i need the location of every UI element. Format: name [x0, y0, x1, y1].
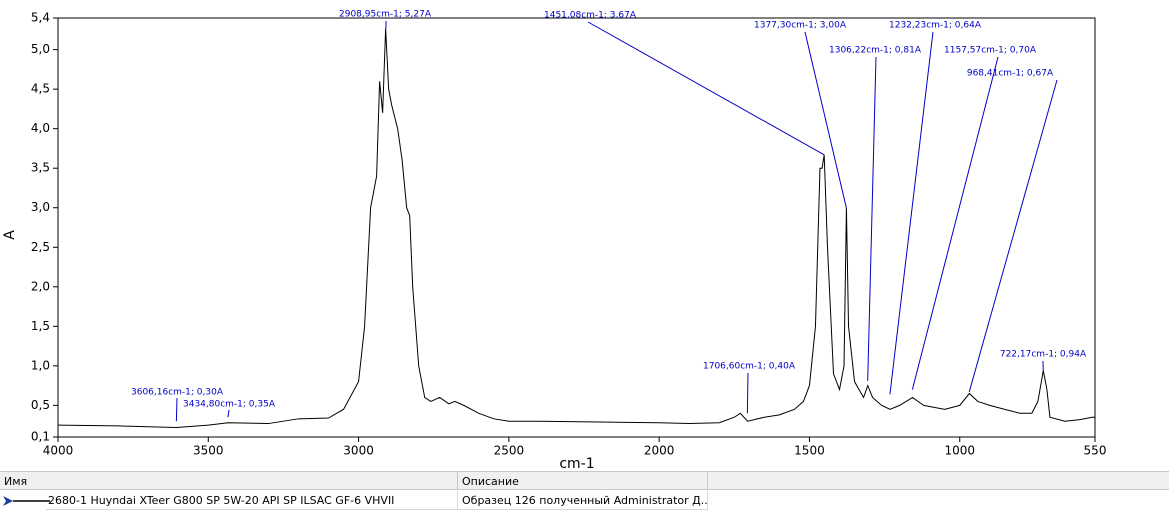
y-tick-label: 1,0	[31, 358, 50, 372]
peak-label: 1451,08cm-1; 3,67A	[544, 11, 637, 21]
y-tick-label: 3,0	[31, 200, 50, 214]
peak-leader	[175, 397, 178, 422]
peak-label: 1377,30cm-1; 3,00A	[754, 21, 847, 31]
y-tick-label: 0,5	[31, 398, 50, 412]
row-indicator	[3, 496, 50, 506]
y-tick-label: 2,5	[31, 240, 50, 254]
y-tick-label: 4,0	[31, 121, 50, 135]
y-tick-label: 3,5	[31, 161, 50, 175]
x-axis-label: cm-1	[559, 456, 594, 471]
y-tick-label: 2,0	[31, 279, 50, 293]
x-tick-label: 2000	[644, 444, 675, 458]
peak-label: 722,17cm-1; 0,94A	[1000, 350, 1087, 360]
x-tick-label: 2500	[494, 444, 525, 458]
y-tick-label: 1,5	[31, 319, 50, 333]
peak-leader	[867, 56, 877, 381]
peak-label: 1706,60cm-1; 0,40A	[703, 362, 796, 372]
plot-frame	[57, 17, 1096, 438]
spectrum-line	[57, 28, 1095, 429]
y-tick-label: 4,5	[31, 82, 50, 96]
x-tick-label: 1000	[944, 444, 975, 458]
y-tick-label: 5,0	[31, 42, 50, 56]
column-header[interactable]: Имя	[0, 471, 458, 490]
peak-leader	[587, 21, 825, 156]
peak-label: 2908,95cm-1; 5,27A	[339, 10, 432, 20]
row-cell[interactable]: 2680-1 Huyndai XTeer G800 SP 5W-20 API S…	[46, 491, 458, 510]
x-tick-label: 3000	[343, 444, 374, 458]
peak-label: 1157,57cm-1; 0,70A	[944, 46, 1037, 56]
chart: cm-1 A 0,1 0,5 1,0 1,5 2,0 2,5 3,0 3,5 4,0 4,5 5,0…	[2, 10, 1107, 473]
peak-leader	[804, 31, 847, 208]
header-filler	[708, 471, 1169, 490]
peak-label: 1306,22cm-1; 0,81A	[829, 46, 922, 56]
peak-leader	[911, 56, 999, 390]
x-tick-label: 1500	[794, 444, 825, 458]
x-tick-label: 4000	[43, 444, 74, 458]
peak-label: 3606,16cm-1; 0,30A	[131, 388, 224, 398]
y-axis-label: A	[2, 230, 18, 240]
table: Имя Описание 2680-1 Huyndai XTeer G800 S…	[0, 471, 1169, 513]
peak-leader	[746, 372, 749, 414]
peak-label: 968,41cm-1; 0,67A	[967, 69, 1054, 79]
x-tick-label: 3500	[193, 444, 224, 458]
y-tick-label: 5,4	[31, 11, 50, 25]
y-tick-label: 0,1	[31, 430, 50, 444]
row-cell[interactable]: Образец 126 полученный Administrator Д..…	[458, 491, 708, 510]
column-header[interactable]: Описание	[458, 471, 708, 490]
peak-leader	[889, 31, 934, 395]
peak-leader	[227, 409, 230, 418]
x-tick-label: 550	[1084, 444, 1107, 458]
peak-leader	[968, 79, 1058, 393]
peak-label: 1232,23cm-1; 0,64A	[889, 21, 982, 31]
peak-label: 3434,80cm-1; 0,35A	[183, 400, 276, 410]
